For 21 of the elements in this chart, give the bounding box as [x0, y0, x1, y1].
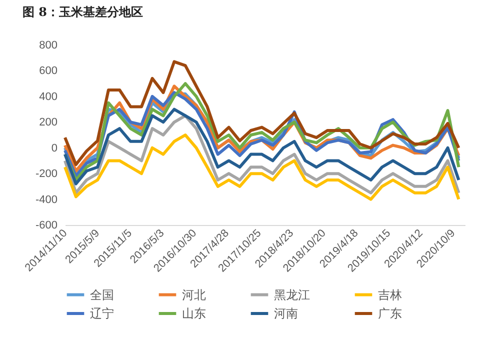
- y-tick-label: 800: [39, 40, 58, 52]
- legend-label: 黑龙江: [274, 288, 310, 302]
- y-tick-label: -400: [35, 194, 58, 206]
- legend-label: 河北: [182, 288, 206, 302]
- y-tick-label: -600: [35, 220, 58, 232]
- line-series: [64, 114, 460, 194]
- legend-label: 河南: [274, 306, 298, 320]
- line-series: [64, 60, 460, 166]
- y-tick-label: 0: [51, 142, 58, 154]
- y-tick-label: 200: [39, 116, 58, 129]
- y-tick-label: -200: [35, 168, 58, 180]
- chart-title: 图 8：玉米基差分地区: [22, 5, 143, 19]
- legend-label: 辽宁: [90, 306, 114, 320]
- legend-label: 山东: [182, 306, 206, 320]
- line-series: [64, 134, 460, 201]
- legend-label: 广东: [378, 306, 402, 320]
- line-series: [64, 108, 460, 186]
- y-tick-label: 400: [39, 90, 58, 103]
- y-tick-label: 600: [39, 65, 58, 78]
- legend-label: 全国: [90, 288, 114, 302]
- legend-label: 吉林: [378, 288, 402, 302]
